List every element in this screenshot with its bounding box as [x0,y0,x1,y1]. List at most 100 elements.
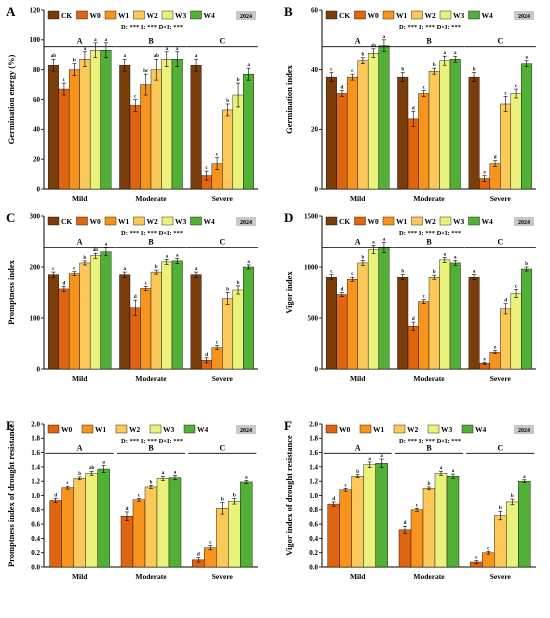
y-tick-label: 1.6 [309,449,318,457]
category-label: Mild [72,374,88,383]
category-label: Severe [212,194,234,203]
y-axis-title: Germination energy (%) [6,54,16,144]
legend-label: W0 [61,425,73,434]
year-label: 2024 [240,14,252,20]
bar [482,552,495,568]
bar [150,69,162,190]
legend-swatch [76,10,88,20]
significance-letter: b [155,265,158,270]
anova-text: D: *** I: *** D×I: *** [121,230,183,237]
legend-label: W4 [197,425,209,434]
group-letter: C [497,443,503,452]
y-tick-label: 120 [30,6,41,14]
bar [327,503,340,568]
bar [68,69,80,190]
significance-letter: c [138,493,141,498]
legend-label: W0 [368,217,380,226]
bar [204,547,217,568]
significance-letter: e [483,357,486,362]
bar [367,249,379,370]
y-tick-label: 1000 [304,263,319,271]
significance-letter: b [473,68,476,73]
significance-letter: a [245,475,248,480]
legend-swatch [461,424,474,434]
category-label: Mild [350,572,366,581]
category-label: Severe [212,572,234,581]
anova-text: D: *** I: *** D×I: *** [121,438,183,445]
legend-swatch [161,216,174,226]
legend-swatch [411,10,423,20]
legend-swatch [468,216,480,226]
bar [439,259,451,370]
y-tick-label: 300 [30,212,41,220]
year-badge [236,425,256,434]
significance-letter: c [63,78,66,83]
legend-label: W2 [147,217,159,226]
legend-swatch [393,424,406,434]
significance-letter: a [372,241,375,246]
bar [129,105,141,190]
legend-swatch [325,424,338,434]
significance-letter: a [440,466,443,471]
legend-label: W3 [453,217,465,226]
significance-letter: d [412,317,415,322]
significance-letter: d [205,353,208,358]
significance-letter: b [428,482,431,487]
y-tick-label: 100 [30,314,41,322]
anova-text: D: *** I: *** D×I: *** [121,24,183,31]
y-tick-label: 1.8 [309,435,318,443]
significance-letter: c [209,541,212,546]
legend-swatch [115,424,128,434]
significance-letter: b [433,63,436,68]
y-tick-label: 1.8 [31,435,40,443]
significance-letter: c [504,92,507,97]
significance-letter: a [452,469,455,474]
bar [449,59,461,190]
significance-letter: b [226,99,229,104]
bar [68,273,80,370]
significance-letter: c [73,267,76,272]
category-label: Moderate [135,194,167,203]
significance-letter: d [126,507,129,512]
anova-text: D: *** I: *** D×I: *** [399,230,461,237]
legend-label: CK [339,217,350,226]
significance-letter: a [166,47,169,52]
group-letter: B [426,37,432,46]
y-axis-title: Vigor index [284,271,294,314]
legend-swatch [183,424,196,434]
significance-letter: d [412,106,415,111]
significance-letter: d [332,497,335,502]
anova-text: D: *** I: *** D×I: *** [399,438,461,445]
significance-letter: c [330,68,333,73]
year-badge [514,11,534,20]
y-axis-title: Germination index [284,64,294,133]
significance-letter: e [494,346,497,351]
y-tick-label: 0 [37,365,41,373]
significance-letter: a [94,38,97,43]
bar [428,277,440,370]
significance-letter: b [356,470,359,475]
legend-label: W3 [175,217,187,226]
y-tick-label: 0.4 [31,535,40,543]
bar [489,163,501,190]
significance-letter: ab [89,466,95,471]
significance-letter: c [216,153,219,158]
category-label: Mild [350,374,366,383]
significance-letter: a [174,470,177,475]
bar [325,76,337,190]
y-tick-label: 0.0 [31,563,40,571]
significance-letter: a [454,51,457,56]
significance-letter: b [511,494,514,499]
legend-label: W3 [175,11,187,20]
panel-e: E 0.0 0.2 0.4 0.6 0.8 1.0 1.2 1.4 1.6 1.8 2.0 Prompt… [6,418,258,581]
legend-label: W2 [147,11,159,20]
category-label: Moderate [135,374,167,383]
bar [100,50,112,190]
year-label: 2024 [518,428,530,434]
legend-swatch [382,216,395,226]
bar [518,481,531,568]
significance-letter: c [216,341,219,346]
legend-label: W0 [339,425,351,434]
category-label: Mild [72,572,88,581]
significance-letter: b [233,493,236,498]
